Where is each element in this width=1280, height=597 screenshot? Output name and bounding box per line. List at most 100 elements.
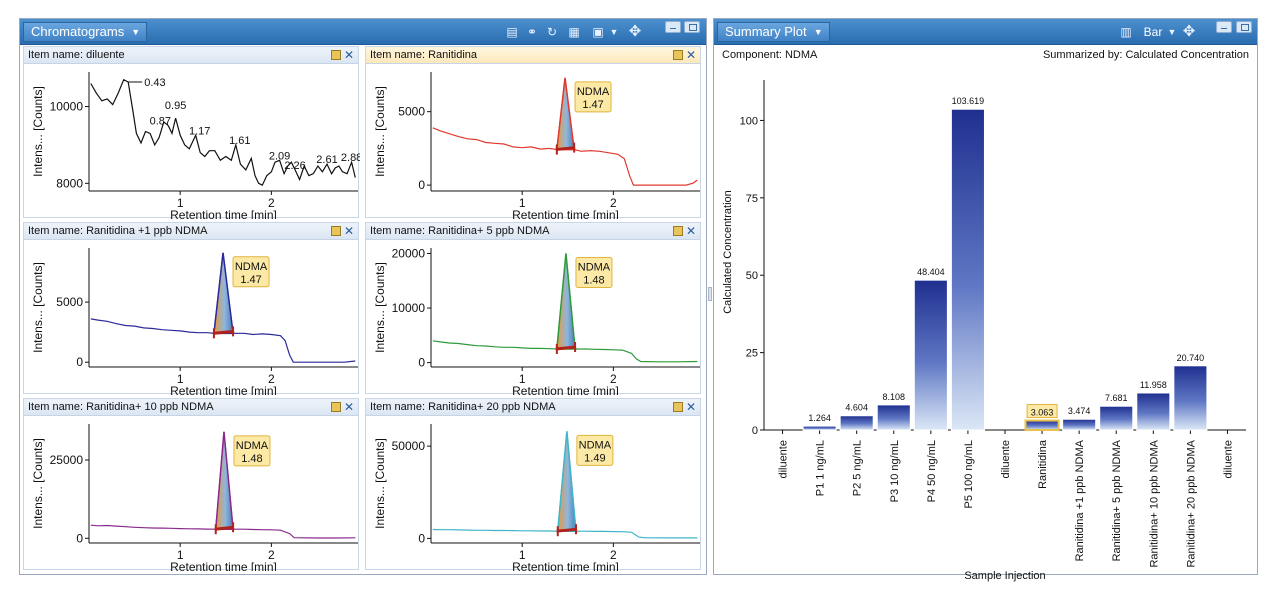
y-tick-label: 0: [752, 425, 758, 437]
x-tick-label: 2: [268, 196, 275, 210]
peak-compound-label: NDMA: [236, 440, 269, 452]
y-tick-label: 10000: [50, 100, 84, 114]
report-icon[interactable]: ▤: [506, 25, 518, 39]
export-icon[interactable]: ▣: [592, 25, 604, 39]
dropdown-icon[interactable]: ▼: [1167, 27, 1177, 37]
chart-type-icon[interactable]: ▥: [1120, 25, 1132, 39]
bar-value-label: 4.604: [845, 403, 868, 413]
component-label: Component: NDMA: [722, 49, 818, 61]
y-axis-label: Intens... [Counts]: [31, 86, 45, 177]
link-icon[interactable]: ⚭: [526, 25, 538, 39]
peak-rt-label: 1.49: [584, 452, 605, 464]
chromatograms-menu-button[interactable]: Chromatograms ▼: [23, 22, 148, 42]
bar: [1024, 419, 1060, 431]
close-icon[interactable]: ✕: [343, 400, 354, 414]
y-tick-label: 0: [418, 356, 425, 370]
minimize-button[interactable]: [1216, 21, 1232, 33]
refresh-icon[interactable]: ↻: [546, 25, 558, 39]
minimize-button[interactable]: [665, 21, 681, 33]
y-tick-label: 25000: [50, 453, 84, 467]
chromatogram-trace: [90, 78, 356, 187]
bar-value-label: 48.404: [917, 267, 945, 277]
chevron-down-icon: ▼: [131, 27, 141, 37]
y-tick-label: 5000: [398, 105, 425, 119]
integrated-peak-area: [556, 253, 576, 350]
integrated-peak-area: [214, 431, 234, 530]
y-tick-label: 75: [746, 193, 758, 205]
summary-plot-pane: Summary Plot ▼ ▥ Bar ▼ ✥ Component: NDMA…: [713, 18, 1258, 582]
bar-type-select[interactable]: Bar: [1143, 25, 1163, 39]
pin-icon[interactable]: [673, 50, 683, 60]
chromatogram-cell[interactable]: Item name: Ranitidina +1 ppb NDMA ✕ 0 5000 1…: [23, 222, 359, 395]
pin-icon[interactable]: [331, 50, 341, 60]
dropdown-icon[interactable]: ▼: [609, 27, 619, 37]
x-category-label: P2 5 ng/mL: [852, 440, 864, 496]
peak-rt-label: 1.61: [229, 135, 250, 147]
chromatogram-cell[interactable]: Item name: diluente ✕ 8000 10000 1 2 Retention…: [23, 46, 360, 219]
bar: [839, 415, 874, 431]
chromatogram-item-header[interactable]: Item name: Ranitidina+ 20 ppb NDMA ✕: [366, 399, 700, 416]
pin-icon[interactable]: [331, 402, 341, 412]
chromatogram-item-header[interactable]: Item name: Ranitidina ✕: [366, 47, 700, 64]
chromatogram-item-header[interactable]: Item name: diluente ✕: [24, 47, 358, 64]
y-tick-label: 5000: [56, 295, 83, 309]
maximize-button[interactable]: [684, 21, 700, 33]
chromatogram-cell[interactable]: Item name: Ranitidina+ 10 ppb NDMA ✕ 0 2500…: [23, 398, 359, 571]
y-axis-label: Intens... [Counts]: [373, 262, 387, 353]
chromatogram-trace: [432, 431, 698, 539]
peak-baseline: [214, 525, 235, 531]
peak-baseline: [555, 146, 576, 152]
x-category-label: Ranitidina +1 ppb NDMA: [1074, 439, 1086, 561]
table-icon[interactable]: ▦: [568, 25, 580, 39]
item-name-label: Item name: diluente: [28, 49, 125, 61]
bar: [802, 425, 837, 431]
y-tick-label: 100: [740, 115, 758, 127]
bar-highlight-badge: [1026, 404, 1058, 419]
y-tick-label: 50000: [392, 439, 426, 453]
item-name-label: Item name: Ranitidina+ 20 ppb NDMA: [370, 401, 556, 413]
splitter-handle[interactable]: [708, 287, 712, 301]
summary-bar-chart: 0 25 50 75 100 Calculated Concentration Sample…: [722, 80, 1246, 582]
y-tick-label: 0: [76, 355, 83, 369]
chromatogram-cell[interactable]: Item name: Ranitidina+ 5 ppb NDMA ✕ 0 10000…: [365, 222, 701, 395]
pin-icon[interactable]: [673, 226, 683, 236]
chromatograms-header: Chromatograms ▼ ▤ ⚭ ↻ ▦ ▣ ▼ ✥: [20, 19, 706, 45]
peak-rt-label: 1.47: [240, 274, 261, 286]
summary-plot-menu-button[interactable]: Summary Plot ▼: [717, 22, 830, 42]
close-icon[interactable]: ✕: [685, 48, 696, 62]
chromatograms-pane: Chromatograms ▼ ▤ ⚭ ↻ ▦ ▣ ▼ ✥ Item name:…: [19, 18, 707, 575]
peak-badge: [576, 434, 614, 466]
bar-value-label: 7.681: [1105, 393, 1128, 403]
bar-value-label: 3.474: [1068, 406, 1091, 416]
peak-compound-label: NDMA: [235, 261, 268, 273]
x-category-label: Ranitidina+ 20 ppb NDMA: [1185, 439, 1197, 567]
item-name-label: Item name: Ranitidina +1 ppb NDMA: [28, 225, 208, 237]
close-icon[interactable]: ✕: [685, 224, 696, 238]
chromatogram-item-header[interactable]: Item name: Ranitidina+ 5 ppb NDMA ✕: [366, 223, 700, 240]
maximize-button[interactable]: [1236, 21, 1252, 33]
close-icon[interactable]: ✕: [343, 48, 354, 62]
y-tick-label: 20000: [392, 246, 426, 260]
chromatogram-trace: [90, 431, 356, 539]
y-tick-label: 8000: [56, 176, 83, 190]
pan-icon[interactable]: ✥: [1182, 23, 1196, 40]
chromatogram-item-header[interactable]: Item name: Ranitidina +1 ppb NDMA ✕: [24, 223, 358, 240]
integrated-peak-area: [213, 252, 234, 335]
summary-plot-header: Summary Plot ▼ ▥ Bar ▼ ✥: [714, 19, 1257, 45]
pin-icon[interactable]: [331, 226, 341, 236]
y-tick-label: 0: [418, 531, 425, 545]
peak-compound-label: NDMA: [579, 439, 612, 451]
x-category-label: diluente: [1222, 440, 1234, 479]
x-axis-label: Retention time [min]: [170, 208, 277, 219]
chromatogram-item-header[interactable]: Item name: Ranitidina+ 10 ppb NDMA ✕: [24, 399, 358, 416]
chromatogram-cell[interactable]: Item name: Ranitidina+ 20 ppb NDMA ✕ 0 5000…: [365, 398, 701, 571]
close-icon[interactable]: ✕: [343, 224, 354, 238]
close-icon[interactable]: ✕: [685, 400, 696, 414]
bar: [1173, 365, 1208, 431]
chromatogram-cell[interactable]: Item name: Ranitidina ✕ 0 5000 1 2 Retention t…: [365, 46, 701, 219]
pan-icon[interactable]: ✥: [628, 23, 642, 40]
x-category-label: Ranitidina+ 5 ppb NDMA: [1111, 439, 1123, 561]
pin-icon[interactable]: [673, 402, 683, 412]
